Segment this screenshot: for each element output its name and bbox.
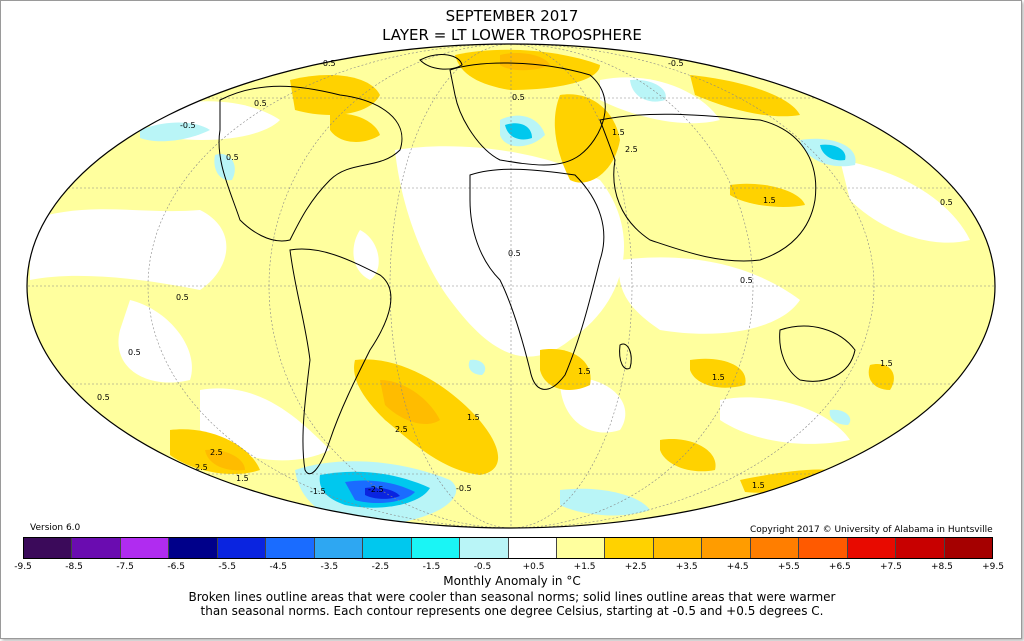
colorbar-tick-label: +8.5 [931,562,953,572]
contour-label: 0.5 [512,93,525,102]
version-label: Version 6.0 [30,523,81,533]
contour-label: -0.5 [456,484,472,493]
colorbar-segment [750,538,800,558]
contour-label: 0.5 [740,276,753,285]
colorbar-tick-label: -1.5 [422,562,441,572]
colorbar-segment [944,538,993,558]
copyright-label: Copyright 2017 © University of Alabama i… [750,525,993,535]
strong-warm-anomaly-regions [205,53,550,471]
colorbar-segment [217,538,267,558]
colorbar-tick-label: +9.5 [982,562,1004,572]
contour-labels: -0.5 0.5 1.5 2.5 0.5 1.5 1.5 1.5 2.5 -0.… [97,59,953,496]
colorbar-segment [266,538,315,558]
contour-label: -0.5 [320,59,336,68]
colorbar-tick-label: -5.5 [218,562,236,572]
colorbar-tick-label: -4.5 [269,562,288,572]
colorbar-tick-label: +1.5 [573,562,596,572]
global-anomaly-map: -0.5 0.5 1.5 2.5 0.5 1.5 1.5 1.5 2.5 -0.… [26,43,996,529]
colorbar-tick-label: +2.5 [624,562,647,572]
colorbar-segment [556,538,606,558]
colorbar-tick-label: -6.5 [167,562,185,572]
colorbar-segment [169,538,218,558]
colorbar-tick-label: -8.5 [65,562,83,572]
colorbar-segment [605,538,654,558]
colorbar-segment [508,538,557,558]
contour-label: 2.5 [210,448,223,457]
colorbar-label: Monthly Anomaly in °C [443,574,581,588]
map-subtitle: LAYER = LT LOWER TROPOSPHERE [382,26,642,44]
contour-label: 1.5 [467,413,480,422]
contour-label: 0.5 [508,249,521,258]
colorbar-segment [460,538,509,558]
colorbar-segment [314,538,364,558]
contour-label: 0.5 [226,153,239,162]
colorbar-segment [72,538,121,558]
colorbar-tick-label: -2.5 [371,562,390,572]
colorbar-tick-label: +5.5 [777,562,800,572]
contour-label: 1.5 [752,481,765,490]
colorbar-tick-label: -3.5 [320,562,339,572]
contour-label: 1.5 [712,373,725,382]
globe-outline [26,43,996,529]
colorbar-tick-label: +7.5 [879,562,902,572]
colorbar-segment [24,538,73,558]
contour-label: 0.5 [940,198,953,207]
contour-label: 2.5 [195,463,208,472]
colorbar-tick-label: +6.5 [828,562,851,572]
contour-label: -0.5 [668,59,684,68]
legend-note-line-2: than seasonal norms. Each contour repres… [200,604,824,618]
colorbar-segment [653,538,703,558]
contour-label: 0.5 [254,99,267,108]
contour-label: 0.5 [128,348,141,357]
colorbar-segment [702,538,751,558]
colorbar-tick-label: +0.5 [522,562,545,572]
colorbar-segment [896,538,945,558]
contour-label: -0.5 [180,121,196,130]
contour-label: 1.5 [236,474,249,483]
colorbar-tick-label: +4.5 [726,562,749,572]
contour-label: 0.5 [97,393,110,402]
graticule [27,44,995,528]
colorbar-tick-label: -0.5 [473,562,492,572]
contour-label: 1.5 [763,196,776,205]
colorbar-segment [847,538,897,558]
map-title: SEPTEMBER 2017 [445,7,579,25]
colorbar-tick-label: +3.5 [675,562,698,572]
colorbar-tick-label: -7.5 [116,562,134,572]
colorbar-segment [799,538,848,558]
colorbar-segment [411,538,461,558]
contour-label: -2.5 [368,485,384,494]
contour-label: 0.5 [176,293,189,302]
contour-label: -1.5 [310,487,326,496]
colorbar-tick-label: -9.5 [14,562,32,572]
colorbar-segment [120,538,170,558]
coastlines [218,54,856,475]
colorbar-segment [363,538,412,558]
contour-label: 2.5 [395,425,408,434]
contour-label: 1.5 [578,367,591,376]
anomaly-colorbar [23,537,993,559]
contour-label: 2.5 [625,145,638,154]
legend-note-line-1: Broken lines outline areas that were coo… [188,590,836,604]
contour-label: 1.5 [612,128,625,137]
contour-label: 1.5 [880,359,893,368]
warm-anomaly-regions [170,49,894,493]
